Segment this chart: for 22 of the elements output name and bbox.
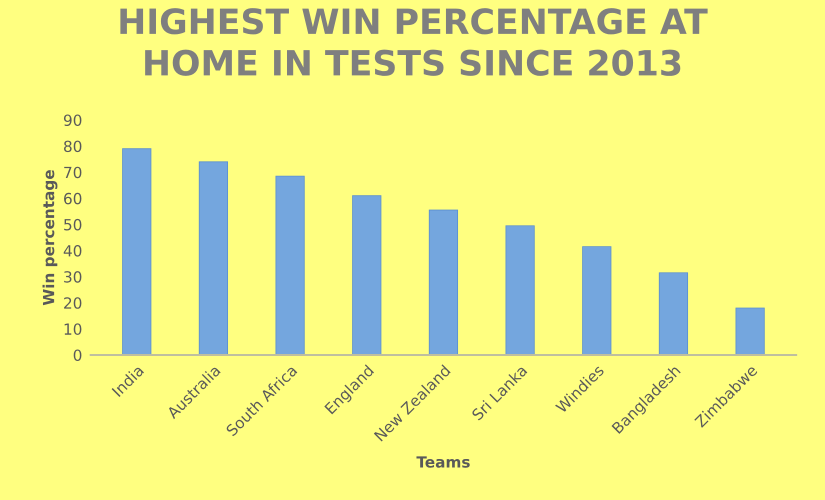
- y-tick-label: 50: [64, 218, 82, 230]
- bar: [275, 176, 305, 355]
- chart-title: HIGHEST WIN PERCENTAGE AT HOME IN TESTS SINCE 2013: [120, 8, 708, 76]
- bar: [428, 210, 458, 355]
- bar: [582, 246, 612, 355]
- y-tick-label: 80: [64, 140, 82, 152]
- y-tick-label: 0: [74, 349, 82, 362]
- bar: [198, 161, 228, 355]
- bar: [736, 308, 765, 355]
- y-tick-label: 30: [64, 271, 82, 283]
- y-tick-label: 70: [64, 166, 82, 178]
- bar: [658, 272, 688, 355]
- y-tick-label: 10: [64, 323, 82, 335]
- bar: [122, 148, 152, 355]
- y-tick-label: 60: [64, 192, 82, 204]
- x-axis-title: Teams: [416, 456, 470, 468]
- bar: [352, 195, 382, 355]
- y-tick-label: 20: [64, 297, 82, 309]
- y-axis-title: Win percentage: [42, 170, 58, 306]
- y-tick-label: 90: [64, 114, 82, 126]
- y-tick-label: 40: [64, 245, 82, 257]
- bar: [506, 225, 535, 355]
